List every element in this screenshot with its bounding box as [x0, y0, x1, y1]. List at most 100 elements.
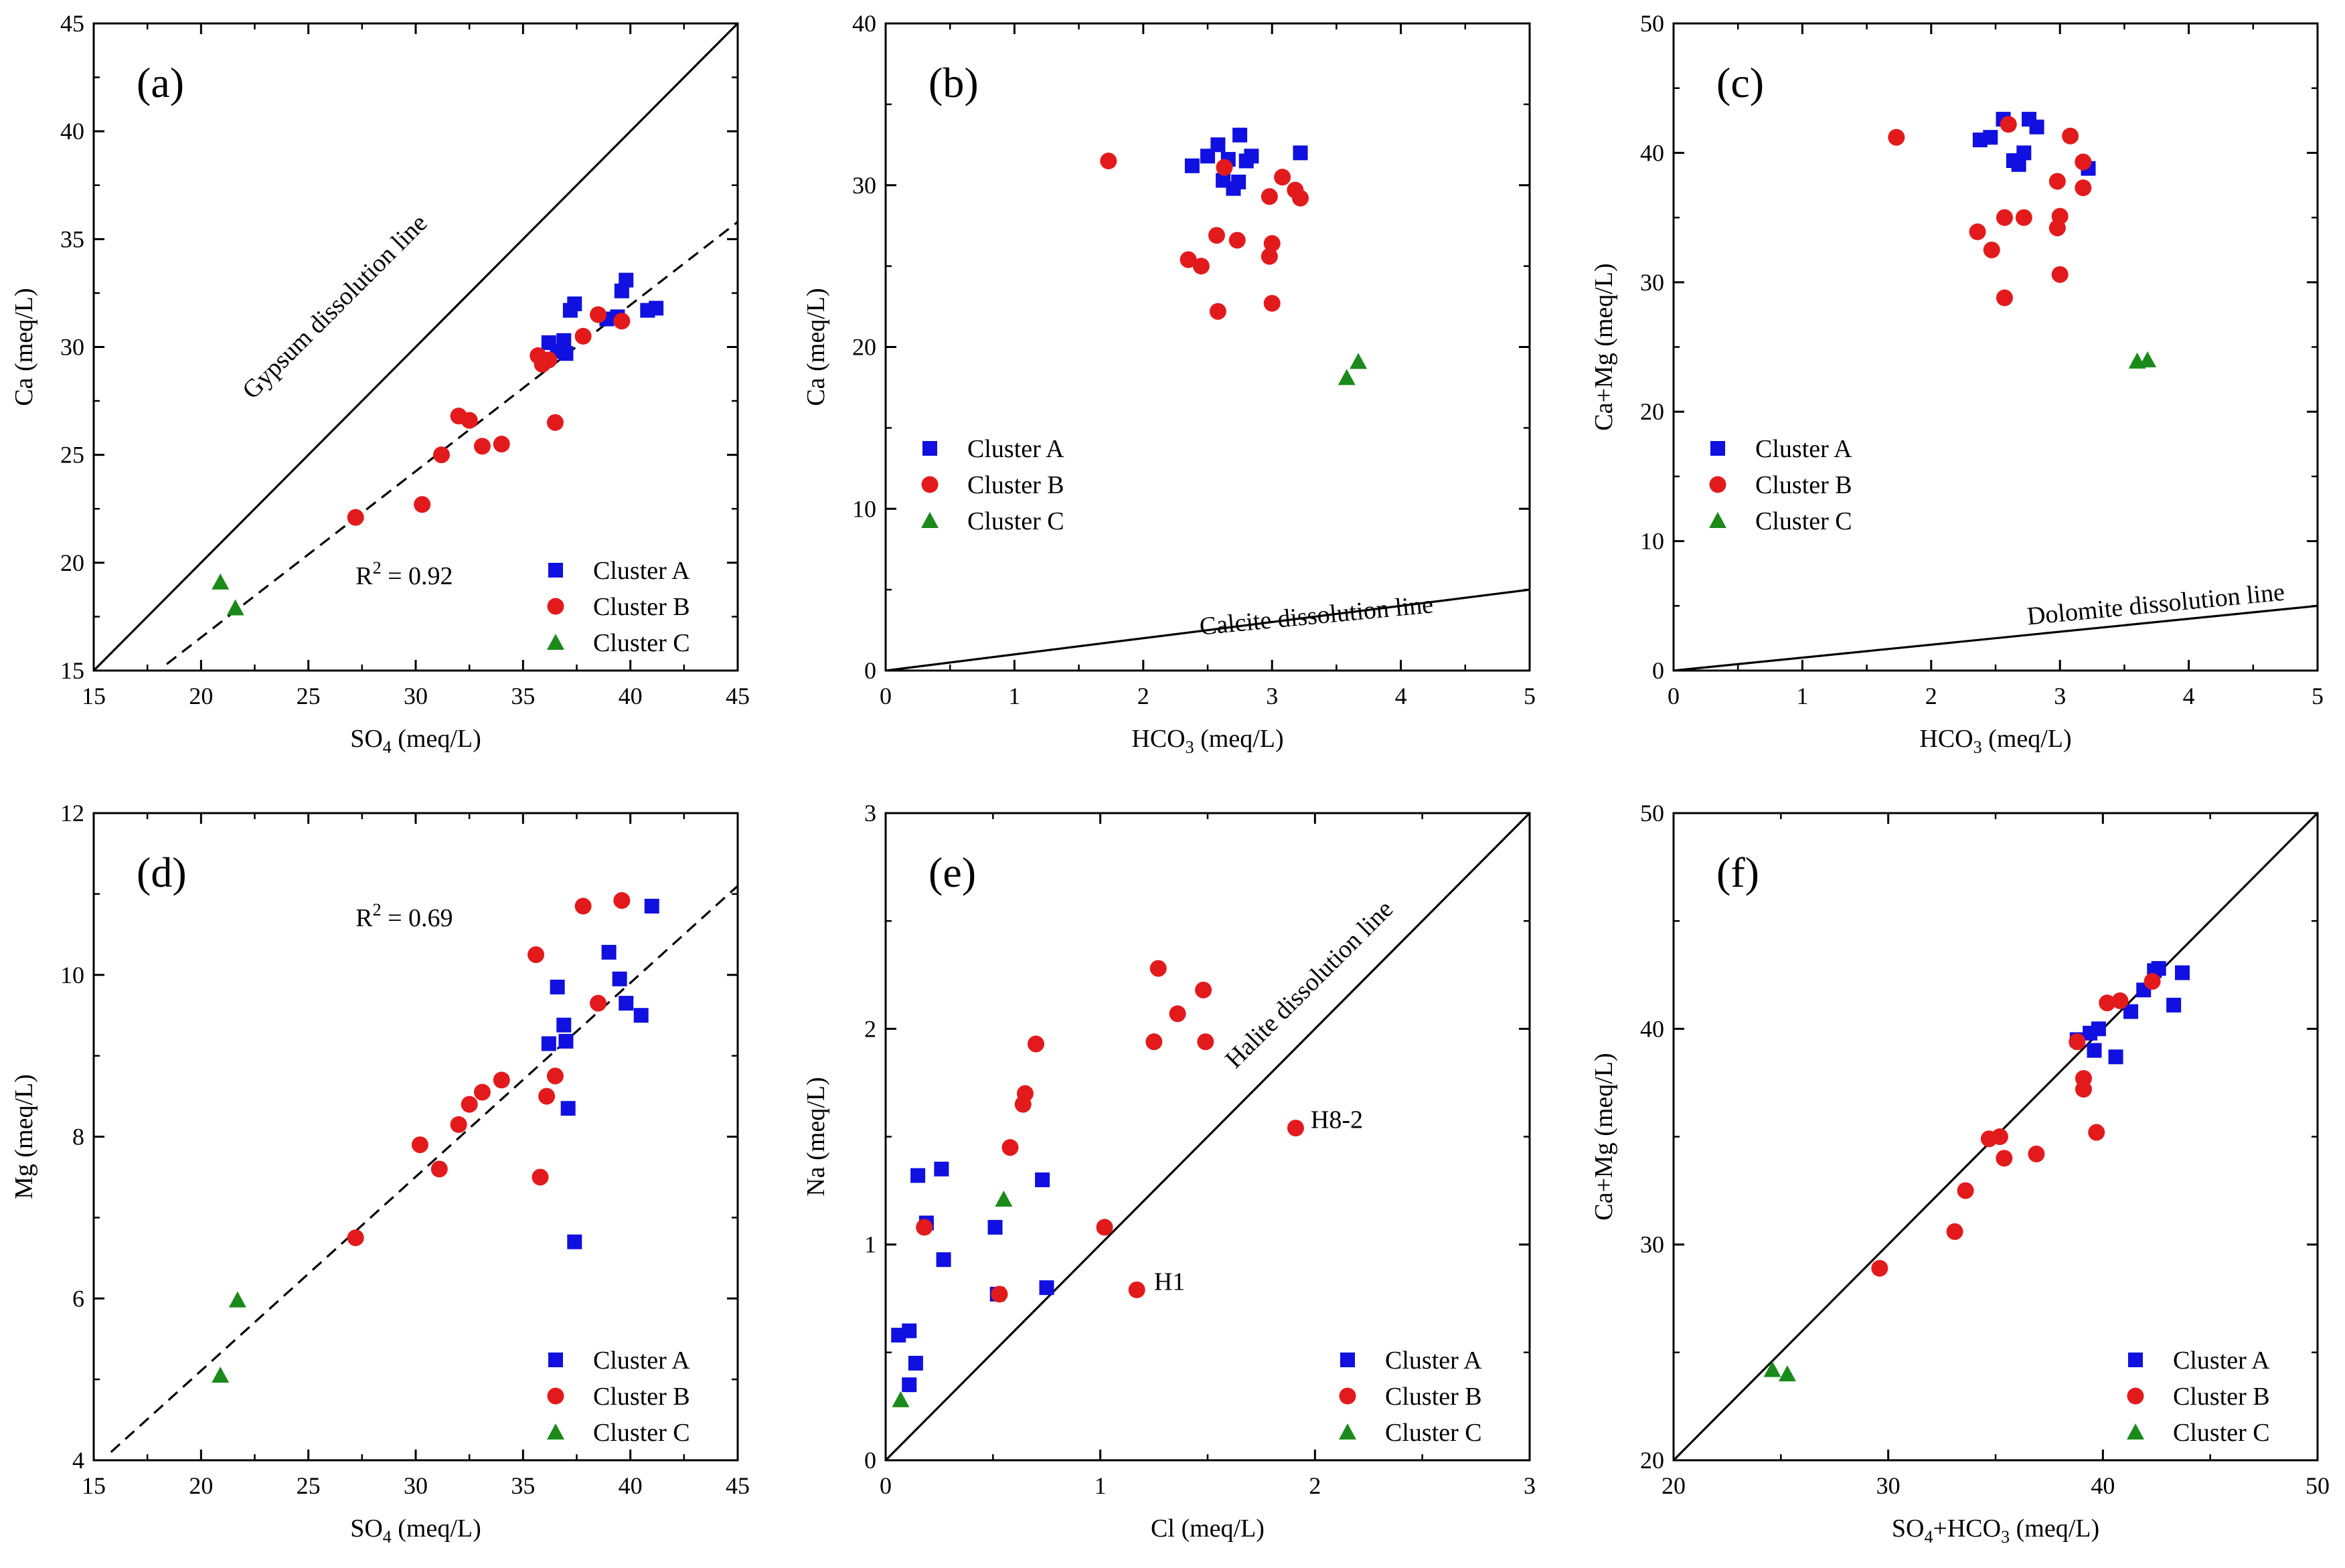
x-tick-label: 1	[1796, 683, 1808, 709]
x-tick-label: 5	[2312, 683, 2324, 709]
data-point-circle	[613, 313, 631, 330]
data-point-circle	[1871, 1259, 1888, 1277]
data-point-circle	[1016, 1085, 1034, 1102]
legend-label: Cluster A	[593, 1346, 690, 1375]
x-axis-label-sub: 3	[1973, 737, 1982, 757]
series-cluster-c	[212, 573, 244, 616]
y-tick-label: 3	[864, 800, 876, 826]
data-point-square	[902, 1323, 917, 1338]
data-point-circle	[1180, 251, 1197, 268]
r-squared-sup: 2	[373, 900, 382, 920]
y-axis-label: Ca+Mg (meq/L)	[1590, 1053, 1618, 1220]
data-point-circle	[2015, 209, 2032, 226]
x-tick-label: 50	[2306, 1472, 2330, 1499]
data-point-circle	[991, 1286, 1008, 1303]
plot-frame	[884, 22, 1531, 672]
data-point-circle	[2000, 116, 2017, 133]
data-point-square	[1293, 145, 1308, 161]
data-point-square	[558, 1033, 574, 1049]
legend-marker-triangle	[1339, 1423, 1356, 1440]
y-axis-label: Mg (meq/L)	[10, 1074, 38, 1199]
data-point-square	[1231, 174, 1246, 189]
y-tick-label: 20	[60, 549, 84, 576]
annotation-text: Gypsum dissolution line	[237, 209, 432, 404]
data-point-circle	[1274, 169, 1291, 186]
legend-marker-circle	[1709, 476, 1726, 493]
dissolution-line	[886, 588, 1530, 671]
legend: Cluster A Cluster B Cluster C	[921, 435, 1064, 535]
data-point-circle	[1263, 294, 1281, 312]
series-cluster-c	[212, 1291, 246, 1383]
data-point-circle	[1261, 188, 1278, 205]
x-axis-label-sub2: 3	[2001, 1527, 2010, 1547]
x-axis-label: HCO3 (meq/L)	[1919, 725, 2071, 757]
data-point-circle	[473, 438, 491, 455]
legend-label: Cluster C	[2173, 1419, 2270, 1447]
data-point-square	[644, 899, 659, 914]
data-point-square	[612, 971, 627, 986]
data-point-square	[1039, 1280, 1054, 1296]
y-tick-label: 35	[60, 226, 84, 252]
x-tick-label: 3	[2054, 683, 2066, 709]
data-point-square	[2029, 119, 2044, 135]
legend-marker-square	[2128, 1353, 2143, 1367]
data-point-triangle	[2139, 351, 2157, 367]
legend-label: Cluster B	[1755, 471, 1852, 499]
data-point-circle	[1145, 1033, 1163, 1051]
data-point-circle	[1209, 302, 1226, 320]
x-axis-label-tail: +HCO	[1933, 1514, 2001, 1543]
legend-marker-square	[548, 563, 563, 578]
y-tick-label: 12	[60, 800, 84, 826]
y-tick-label: 20	[1640, 398, 1664, 425]
series-cluster-c	[1763, 1361, 1796, 1382]
legend-label: Cluster B	[967, 471, 1064, 499]
data-point-circle	[1996, 289, 2013, 307]
series-cluster-b	[347, 892, 631, 1247]
x-tick-label: 35	[511, 1472, 535, 1499]
y-tick-label: 40	[1640, 139, 1664, 166]
data-point-square	[2087, 1043, 2102, 1058]
legend-marker-square	[548, 1353, 563, 1367]
data-point-circle	[613, 892, 631, 909]
y-tick-label: 50	[1640, 800, 1664, 826]
series-cluster-b	[1100, 152, 1309, 320]
x-axis-label: SO4 (meq/L)	[350, 1514, 481, 1547]
data-point-circle	[574, 897, 592, 915]
data-point-circle	[2062, 127, 2079, 145]
data-point-circle	[473, 1083, 491, 1101]
y-tick-label: 0	[864, 657, 876, 684]
x-tick-label: 0	[880, 1472, 892, 1499]
dissolution-line	[94, 23, 738, 671]
y-axis-label: Ca (meq/L)	[10, 288, 38, 406]
data-point-square	[902, 1377, 917, 1393]
data-point-circle	[1957, 1182, 1974, 1199]
data-point-circle	[347, 1229, 364, 1247]
y-tick-label: 40	[852, 10, 876, 37]
legend-label: Cluster B	[593, 1383, 690, 1411]
legend-marker-triangle	[1709, 512, 1726, 528]
legend-label: Cluster A	[967, 435, 1064, 463]
x-tick-label: 30	[404, 1472, 428, 1499]
series-cluster-a	[541, 899, 659, 1249]
r-squared-sup: 2	[373, 558, 382, 578]
x-tick-label: 40	[2091, 1472, 2115, 1499]
data-point-circle	[2099, 994, 2116, 1012]
x-tick-label: 2	[1137, 683, 1149, 709]
data-point-circle	[493, 1071, 510, 1089]
y-tick-label: 4	[72, 1447, 84, 1474]
data-point-circle	[590, 994, 607, 1012]
x-tick-label: 0	[1668, 683, 1680, 709]
data-point-square	[1200, 149, 1215, 164]
legend: Cluster A Cluster B Cluster C	[1339, 1346, 1482, 1447]
legend-label: Cluster C	[593, 1419, 690, 1447]
legend: Cluster A Cluster B Cluster C	[2127, 1346, 2270, 1447]
data-point-circle	[1983, 241, 2000, 258]
annotation-text: Calcite dissolution line	[1198, 590, 1435, 640]
legend-marker-circle	[921, 476, 939, 493]
y-tick-label: 40	[60, 118, 84, 145]
panel-label: (a)	[137, 59, 184, 106]
x-tick-label: 30	[404, 683, 428, 709]
data-point-square	[1184, 158, 1200, 173]
data-point-circle	[1991, 1128, 2008, 1145]
